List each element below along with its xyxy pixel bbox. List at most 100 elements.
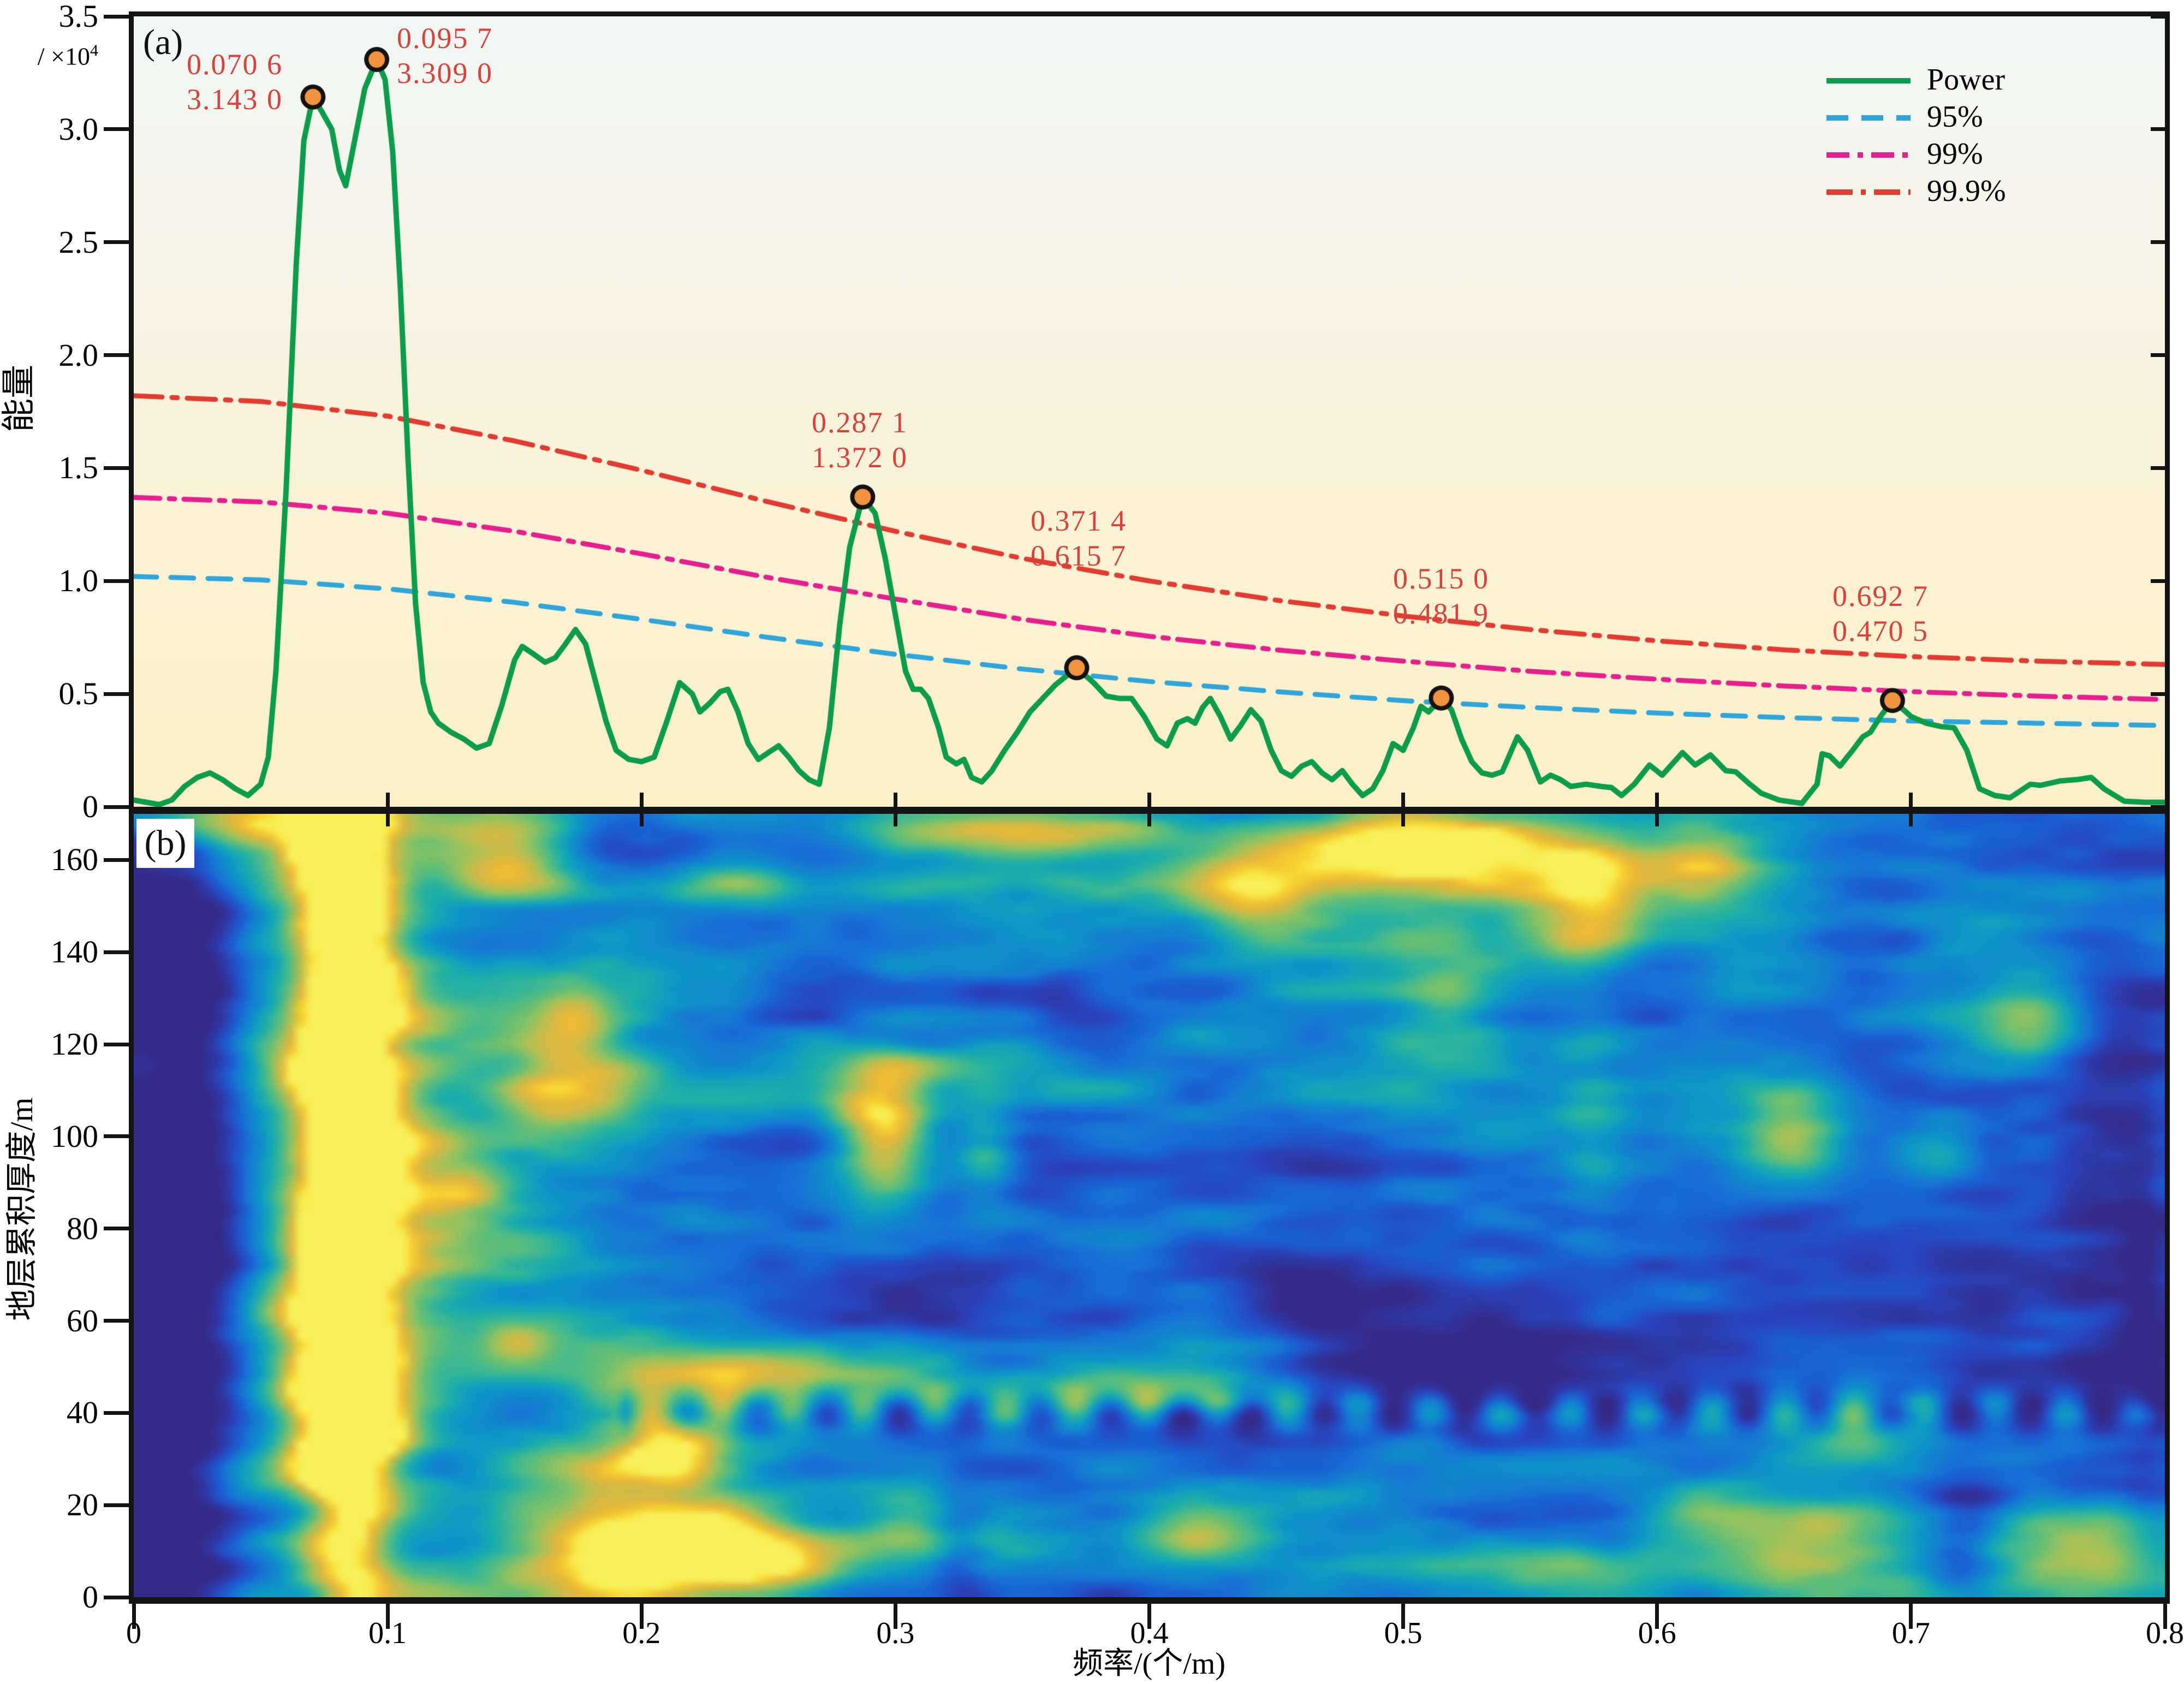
peak-power-value: 3.309 0 (397, 57, 493, 90)
y-axis-a-tick (104, 127, 129, 132)
y-axis-b-tick-label: 80 (67, 1210, 98, 1246)
y-axis-b-tick (104, 1595, 129, 1599)
x-axis-tick (385, 1604, 390, 1629)
x-axis-tick (2163, 1604, 2167, 1629)
legend: Power 95% 99% 99.9% (1822, 61, 2006, 210)
peak-label: 0.070 6 3.143 0 (187, 47, 283, 117)
separator-tick (1655, 793, 1659, 826)
y-axis-b-tick (104, 1411, 129, 1415)
legend-item-95: 95% (1822, 98, 2006, 135)
x-axis-tick (1909, 1604, 1913, 1629)
legend-item-99: 99% (1822, 135, 2006, 172)
y-axis-a-tick-inner (2151, 127, 2170, 132)
wavelet-heatmap-canvas (134, 814, 2165, 1597)
legend-label: 99.9% (1927, 174, 2006, 208)
y-axis-a-tick-label: 1.5 (58, 450, 99, 486)
x-axis-tick-label: 0 (126, 1616, 141, 1650)
peak-frequency-value: 0.692 7 (1832, 580, 1929, 612)
peak-label: 0.371 4 0.615 7 (1031, 503, 1127, 573)
y-axis-a-tick (104, 805, 129, 809)
y-axis-a-tick-label: 2.5 (58, 224, 99, 260)
panel-b-label: (b) (136, 819, 194, 868)
y-axis-a-tick (104, 240, 129, 245)
peak-frequency-value: 0.070 6 (187, 48, 283, 81)
y-axis-b-tick (104, 858, 129, 862)
peak-label: 0.692 7 0.470 5 (1832, 579, 1929, 648)
peak-frequency-value: 0.287 1 (812, 406, 908, 439)
y-axis-a-tick (104, 466, 129, 470)
y-axis-a-tick-inner (2151, 353, 2170, 358)
y-axis-a-tick-label: 2.0 (58, 337, 99, 373)
y-axis-a-tick-inner (2151, 466, 2170, 470)
y-axis-a-tick-label: 3.0 (58, 111, 99, 147)
y-axis-b-tick (104, 1227, 129, 1231)
y-axis-b-tick (104, 950, 129, 954)
y-axis-a-tick (104, 14, 129, 19)
y-axis-b-tick-label: 40 (67, 1395, 98, 1431)
y-axis-a-tick (104, 579, 129, 583)
x-axis-tick (1655, 1604, 1659, 1629)
x-axis-tick (639, 1604, 644, 1629)
x-axis-tick-label: 0.3 (876, 1616, 915, 1650)
y-axis-b-tick (104, 1319, 129, 1323)
x-axis-tick (1147, 1604, 1151, 1629)
separator-tick (1147, 793, 1151, 826)
peak-power-value: 3.143 0 (187, 83, 283, 116)
legend-label: 95% (1927, 100, 1983, 134)
y-axis-b-tick-label: 100 (51, 1118, 98, 1154)
x-axis-tick (1401, 1604, 1406, 1629)
x-axis-tick-label: 0.1 (368, 1616, 407, 1650)
legend-label: 99% (1927, 137, 1983, 171)
y-axis-b-tick-label: 60 (67, 1302, 98, 1338)
legend-item-power: Power (1822, 61, 2006, 98)
peak-label: 0.515 0 0.481 9 (1393, 561, 1489, 631)
x-axis-tick-label: 0.4 (1130, 1616, 1169, 1650)
peak-power-value: 0.470 5 (1832, 615, 1929, 647)
peak-power-value: 1.372 0 (812, 441, 908, 474)
x-axis-tick (132, 1604, 136, 1629)
x-axis-tick-label: 0.5 (1384, 1616, 1423, 1650)
peak-label: 0.287 1 1.372 0 (812, 405, 908, 475)
y-axis-a-tick-inner (2151, 692, 2170, 696)
y-axis-a-unit-label: / ×104 (37, 41, 98, 70)
x-axis-title: 频率/(个/m) (1073, 1647, 1225, 1681)
x-axis-tick-label: 0.2 (622, 1616, 661, 1650)
x-axis-tick-label: 0.8 (2146, 1616, 2184, 1650)
peak-label: 0.095 7 3.309 0 (397, 21, 493, 91)
separator-tick (639, 793, 644, 826)
y-axis-a-tick-label: 0.5 (58, 676, 99, 712)
y-axis-a-tick-label: 1.0 (58, 563, 99, 599)
y-axis-b-tick (104, 1503, 129, 1507)
peak-frequency-value: 0.515 0 (1393, 562, 1489, 595)
peak-frequency-value: 0.371 4 (1031, 504, 1127, 537)
panel-a-label: (a) (143, 22, 183, 62)
separator-tick (385, 793, 390, 826)
power-spectrum-canvas (134, 16, 2165, 807)
y-axis-b-tick-label: 140 (51, 934, 98, 970)
separator-tick (1909, 793, 1913, 826)
y-axis-a-tick-label: 3.5 (58, 0, 99, 34)
y-axis-b-tick (104, 1134, 129, 1139)
peak-power-value: 0.615 7 (1031, 539, 1127, 572)
separator-tick (893, 793, 897, 826)
y-axis-a-tick-inner (2151, 240, 2170, 245)
x-axis-tick-label: 0.7 (1891, 1616, 1930, 1650)
legend-item-999: 99.9% (1822, 172, 2006, 210)
legend-label: Power (1927, 63, 2006, 97)
y-axis-a-tick-inner (2151, 579, 2170, 583)
y-axis-b-tick-label: 160 (51, 842, 98, 878)
separator-tick (1401, 793, 1406, 826)
y-axis-a-tick (104, 353, 129, 358)
y-axis-a-tick-inner (2151, 14, 2170, 19)
y-axis-b-tick-label: 120 (51, 1026, 98, 1062)
y-axis-a-tick (104, 692, 129, 696)
y-axis-b-tick-label: 20 (67, 1487, 98, 1523)
peak-power-value: 0.481 9 (1393, 597, 1489, 630)
x-axis-tick (893, 1604, 897, 1629)
y-axis-a-tick-inner (2151, 805, 2170, 809)
x-axis-tick-label: 0.6 (1638, 1616, 1676, 1650)
y-axis-b-tick (104, 1042, 129, 1046)
y-axis-b-tick-label: 0 (82, 1579, 98, 1615)
y-axis-a-tick-label: 0 (82, 789, 98, 824)
